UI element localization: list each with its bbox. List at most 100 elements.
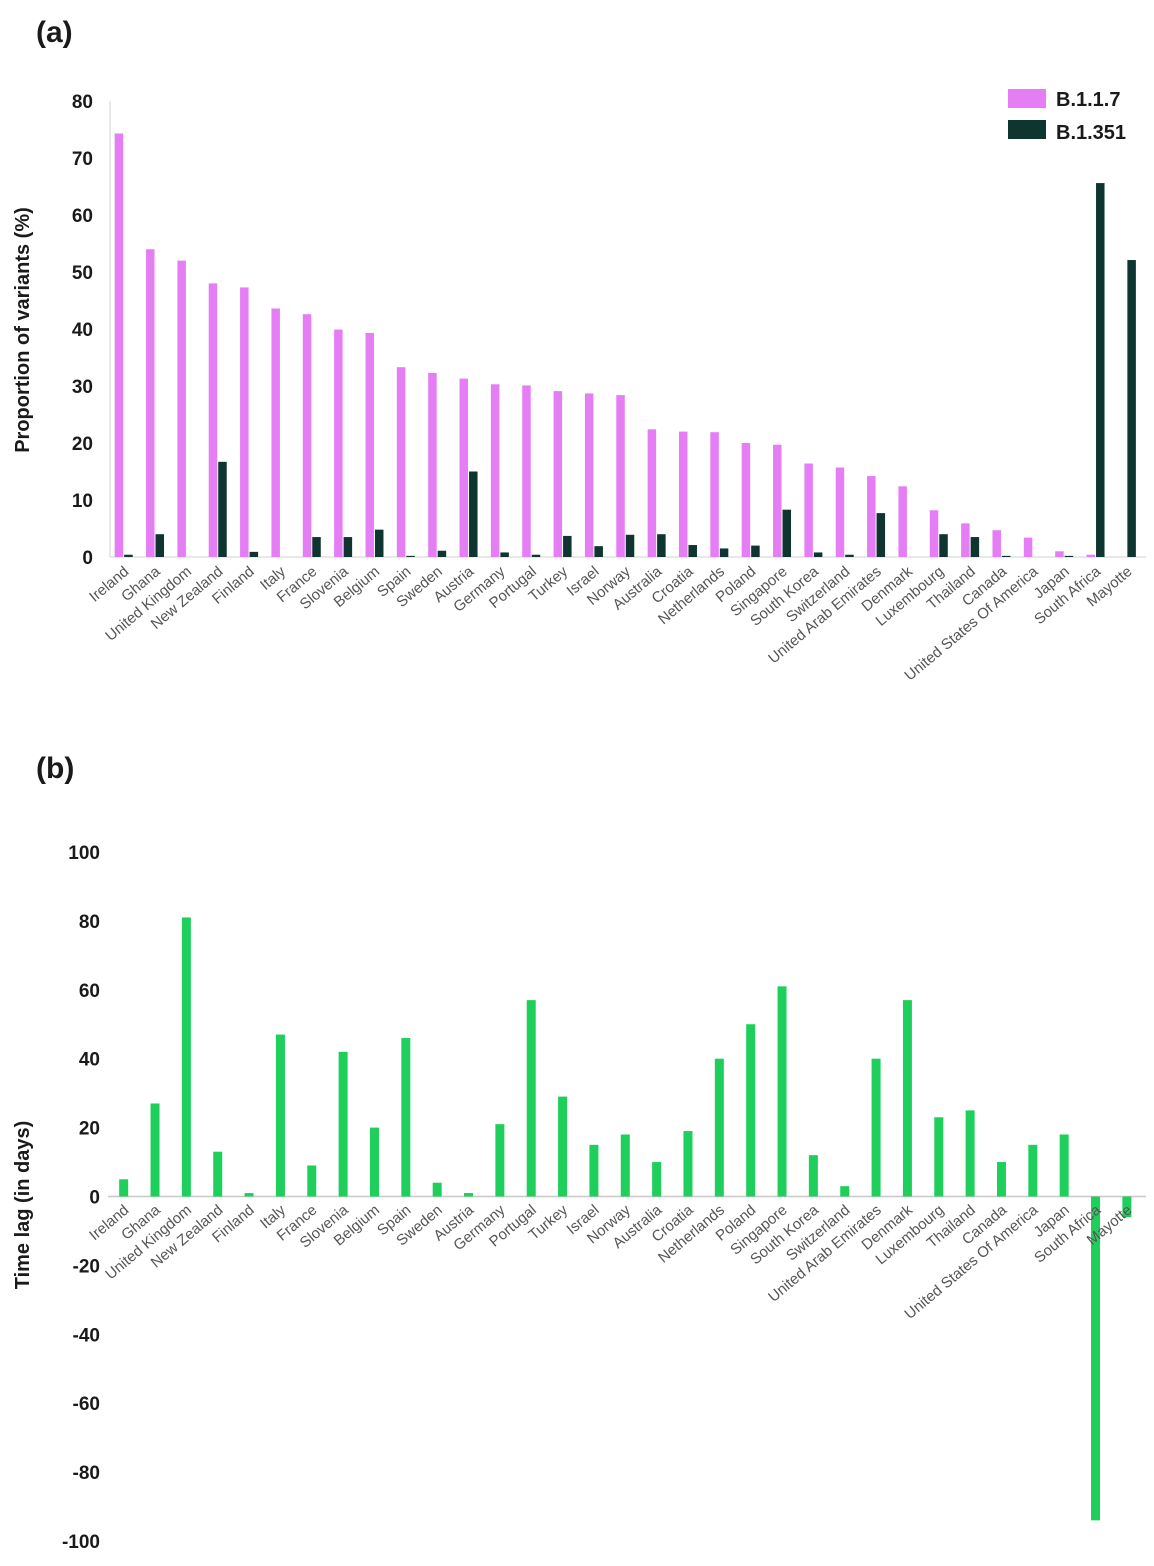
chart-panel-b: -100-80-60-40-20020406080100IrelandGhana… <box>62 843 1146 1553</box>
bar-b117 <box>553 391 563 557</box>
legend-label-b1351: B.1.351 <box>1056 122 1126 144</box>
legend-swatch-b1351 <box>1008 120 1046 139</box>
bar-time-lag <box>181 917 191 1197</box>
bar-time-lag <box>1122 1196 1132 1218</box>
bar-time-lag <box>213 1151 223 1197</box>
bar-time-lag <box>1059 1134 1069 1197</box>
bar-b117 <box>1086 554 1096 557</box>
bar-time-lag <box>996 1162 1006 1197</box>
bar-b1351 <box>312 537 321 557</box>
bar-b1351 <box>845 554 854 557</box>
y-tick-label-b: 20 <box>79 1119 100 1140</box>
y-tick-label-b: -60 <box>73 1394 100 1415</box>
y-tick-label-a: 80 <box>72 92 93 113</box>
bar-time-lag <box>714 1058 724 1197</box>
bar-b1351 <box>374 529 384 557</box>
bar-b117 <box>773 444 782 557</box>
legend: B.1.1.7 B.1.351 <box>1008 89 1126 144</box>
bar-b117 <box>240 287 249 557</box>
bar-b1351 <box>249 551 259 557</box>
bar-b1351 <box>563 535 572 557</box>
bar-b117 <box>396 367 406 557</box>
bar-b117 <box>741 443 751 557</box>
bar-time-lag <box>746 1024 756 1197</box>
bar-b1351 <box>437 550 447 557</box>
bar-b117 <box>804 463 813 557</box>
bar-b1351 <box>970 537 980 557</box>
bar-time-lag <box>620 1134 630 1197</box>
bar-b1351 <box>1127 260 1136 557</box>
y-tick-label-a: 60 <box>72 206 93 227</box>
bar-b117 <box>302 314 312 557</box>
bar-b1351 <box>406 555 415 557</box>
y-tick-label-b: -80 <box>73 1463 100 1484</box>
bar-b117 <box>146 249 155 557</box>
bar-time-lag <box>464 1193 474 1197</box>
bar-b1351 <box>594 546 603 557</box>
bar-b117 <box>1023 537 1033 557</box>
bar-time-lag <box>965 1110 975 1197</box>
y-tick-label-b: -40 <box>73 1325 100 1346</box>
y-tick-label-a: 10 <box>72 491 93 512</box>
bar-b117 <box>835 467 845 557</box>
y-tick-label-a: 0 <box>82 548 93 569</box>
bar-b1351 <box>782 509 792 557</box>
y-tick-label-a: 20 <box>72 434 93 455</box>
bar-b1351 <box>719 548 729 557</box>
y-tick-label-a: 50 <box>72 263 93 284</box>
bar-time-lag <box>432 1182 442 1197</box>
bar-b1351 <box>688 545 697 557</box>
y-tick-label-b: 40 <box>79 1050 100 1071</box>
y-axis-title-b: Time lag (in days) <box>12 1121 34 1290</box>
bar-b1351 <box>343 537 353 557</box>
bar-time-lag <box>150 1103 160 1197</box>
bar-b117 <box>929 510 939 557</box>
bar-b117 <box>177 260 186 557</box>
bar-b1351 <box>1096 183 1105 557</box>
bar-b1351 <box>657 534 666 557</box>
y-tick-label-a: 40 <box>72 320 93 341</box>
bar-time-lag <box>244 1193 254 1197</box>
bar-b117 <box>992 530 1001 557</box>
bar-time-lag <box>275 1034 285 1197</box>
bar-b117 <box>961 523 970 557</box>
bar-b117 <box>490 384 500 557</box>
bar-b1351 <box>625 534 635 557</box>
bar-b117 <box>208 283 218 557</box>
bar-time-lag <box>652 1162 662 1197</box>
bar-time-lag <box>871 1058 881 1197</box>
y-tick-label-b: 0 <box>89 1188 100 1209</box>
bar-time-lag <box>589 1144 599 1197</box>
bar-time-lag <box>1091 1196 1101 1521</box>
bar-b117 <box>428 372 437 557</box>
bar-b1351 <box>469 471 478 557</box>
bar-b117 <box>616 395 625 557</box>
bar-b117 <box>647 429 657 557</box>
bar-b1351 <box>1001 555 1011 557</box>
bar-b1351 <box>218 461 227 557</box>
bar-b1351 <box>876 513 886 557</box>
bar-b117 <box>271 308 280 557</box>
y-tick-label-b: 60 <box>79 981 100 1002</box>
bar-time-lag <box>526 1000 536 1197</box>
bar-b1351 <box>813 552 823 557</box>
y-tick-label-b: 80 <box>79 912 100 933</box>
bar-b117 <box>522 385 531 557</box>
bar-time-lag <box>683 1131 693 1197</box>
panel-label-a: (a) <box>36 16 73 49</box>
bar-time-lag <box>558 1096 568 1197</box>
bar-b1351 <box>751 545 760 557</box>
panel-label-b: (b) <box>36 752 74 785</box>
bar-time-lag <box>902 1000 912 1197</box>
bar-time-lag <box>934 1117 944 1197</box>
bar-b117 <box>710 432 719 557</box>
bar-time-lag <box>777 986 787 1197</box>
bar-b117 <box>678 431 688 557</box>
bar-b1351 <box>939 534 948 557</box>
y-tick-label-a: 30 <box>72 377 93 398</box>
bar-b1351 <box>124 554 133 557</box>
y-tick-label-b: -100 <box>62 1532 100 1553</box>
bar-time-lag <box>840 1186 850 1197</box>
